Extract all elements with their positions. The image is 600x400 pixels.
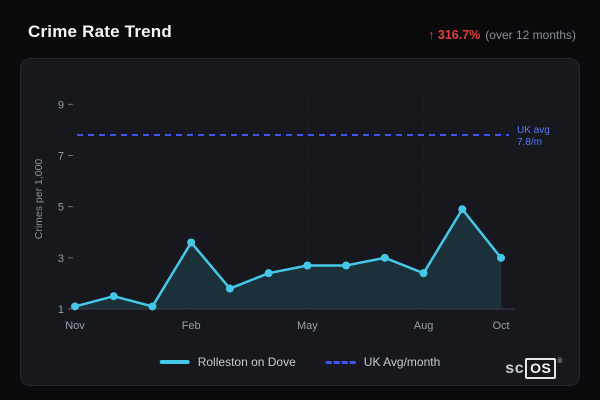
legend-item-rolleston[interactable]: Rolleston on Dove — [159, 355, 296, 369]
trend-delta-value: ↑ 316.7% — [428, 28, 481, 42]
uk-avg-label-line1: UK avg — [517, 125, 550, 136]
logo-box: OS — [525, 358, 557, 379]
chart-data-point[interactable] — [419, 269, 428, 278]
chart-data-point[interactable] — [342, 261, 351, 270]
y-axis-title: Crimes per 1,000 — [33, 159, 45, 240]
y-axis-tick-label: 1 — [58, 304, 64, 316]
x-axis-tick-label: May — [297, 320, 318, 332]
chart-area-fill — [75, 209, 501, 309]
legend-label-uk-avg: UK Avg/month — [363, 355, 441, 369]
chart-series-line — [73, 207, 503, 308]
chart-data-point[interactable] — [264, 269, 273, 278]
legend-label-rolleston: Rolleston on Dove — [197, 355, 296, 369]
header: Crime Rate Trend ↑ 316.7% (over 12 month… — [0, 0, 600, 42]
chart-data-point[interactable] — [380, 253, 389, 262]
chart-data-point[interactable] — [148, 302, 157, 311]
x-axis-tick-label: Nov — [65, 320, 85, 332]
trend-period-note: (over 12 months) — [485, 28, 576, 42]
uk-avg-label-line2: 7.8/m — [517, 137, 542, 148]
y-axis-tick-label: 7 — [58, 151, 64, 163]
logo-registered-mark: ® — [557, 358, 563, 365]
x-axis-tick-label: Oct — [492, 320, 509, 332]
trend-stat: ↑ 316.7% (over 12 months) — [428, 28, 576, 42]
x-axis-tick-label: Feb — [182, 320, 201, 332]
chart-data-point[interactable] — [497, 253, 505, 262]
chart-data-point[interactable] — [303, 261, 312, 270]
chart-data-point[interactable] — [71, 302, 79, 311]
y-axis-tick-label: 5 — [58, 202, 64, 214]
y-axis-tick-label: 3 — [58, 253, 64, 265]
chart-legend: Rolleston on Dove UK Avg/month — [159, 355, 441, 369]
chart-data-point[interactable] — [109, 292, 118, 301]
legend-solid-line-icon — [159, 360, 190, 364]
chart-data-point[interactable] — [225, 284, 234, 293]
page-title: Crime Rate Trend — [28, 22, 172, 41]
chart-data-point[interactable] — [458, 205, 467, 214]
legend-item-uk-avg[interactable]: UK Avg/month — [325, 355, 441, 369]
legend-dashed-line-icon — [325, 360, 356, 364]
chart-data-point[interactable] — [187, 238, 196, 247]
logo-prefix: sc — [505, 359, 525, 377]
scos-logo: sc OS ® — [505, 358, 563, 379]
chart-panel: UK avg 7.8/m 1 3 5 7 9 Nov Feb May Aug Oct Crimes pe… — [20, 58, 580, 386]
y-axis-tick-label: 9 — [58, 99, 64, 111]
x-axis-tick-label: Aug — [414, 320, 434, 332]
